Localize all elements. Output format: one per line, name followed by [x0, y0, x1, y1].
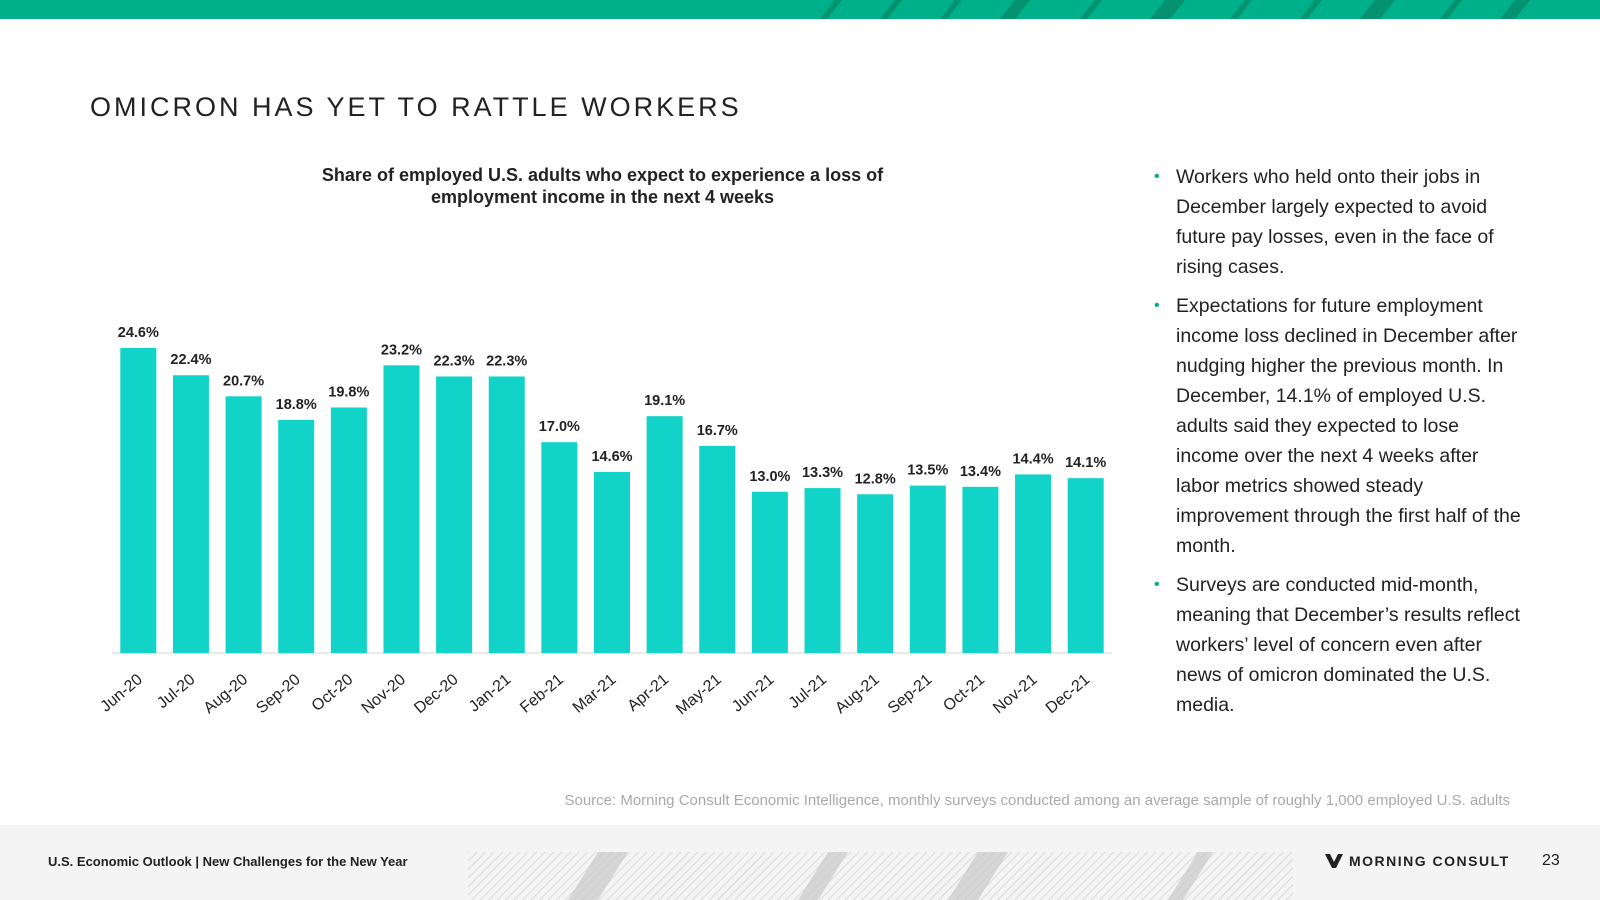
data-label-oct-20: 19.8%: [328, 384, 369, 400]
x-tick-mar-21: Mar-21: [570, 671, 620, 717]
data-label-jul-21: 13.3%: [802, 465, 843, 481]
data-label-aug-20: 20.7%: [223, 373, 264, 389]
bar-sep-21: [909, 485, 946, 653]
bar-oct-21: [962, 486, 999, 653]
x-tick-jan-21: Jan-21: [466, 671, 514, 716]
data-label-feb-21: 17.0%: [539, 419, 580, 435]
x-tick-oct-21: Oct-21: [940, 671, 988, 715]
bullet-list: Workers who held onto their jobs in Dece…: [1154, 162, 1521, 729]
bar-oct-20: [330, 407, 367, 653]
data-label-may-21: 16.7%: [697, 423, 738, 439]
bar-mar-21: [594, 471, 630, 653]
bar-dec-20: [436, 376, 473, 653]
data-label-aug-21: 12.8%: [855, 471, 896, 487]
bar-jun-20: [120, 347, 157, 653]
bar-chart: 24.6% Jun-20 22.4% Jul-20 20.7% Aug-20 18.8% Se…: [97, 325, 1112, 718]
footer: U.S. Economic Outlook | New Challenges f…: [0, 825, 1600, 900]
bar-may-21: [699, 445, 736, 653]
data-label-mar-21: 14.6%: [591, 449, 632, 465]
data-label-dec-20: 22.3%: [434, 353, 475, 369]
chart-title: Share of employed U.S. adults who expect…: [321, 165, 884, 207]
data-label-oct-21: 13.4%: [960, 464, 1001, 480]
data-label-nov-21: 14.4%: [1012, 451, 1053, 467]
bullet-item: Workers who held onto their jobs in Dece…: [1154, 162, 1521, 282]
morning-consult-logo-icon: [1325, 854, 1343, 868]
x-tick-nov-20: Nov-20: [359, 671, 410, 717]
x-tick-may-21: May-21: [673, 671, 725, 718]
bar-jun-21: [751, 491, 788, 653]
data-label-sep-20: 18.8%: [276, 397, 317, 413]
footer-pattern: [468, 852, 1293, 900]
page-number: 23: [1542, 852, 1560, 869]
bar-nov-21: [1015, 474, 1052, 653]
x-tick-oct-20: Oct-20: [309, 671, 357, 715]
brand-name: MORNING CONSULT: [1349, 853, 1510, 869]
x-tick-aug-20: Aug-20: [201, 671, 252, 717]
x-tick-dec-21: Dec-21: [1043, 671, 1094, 717]
x-tick-jun-20: Jun-20: [97, 671, 145, 716]
data-label-jan-21: 22.3%: [486, 353, 527, 369]
bar-sep-20: [278, 419, 315, 653]
x-tick-apr-21: Apr-21: [624, 671, 672, 715]
top-accent-band: [0, 0, 1600, 19]
source-note: Source: Morning Consult Economic Intelli…: [564, 792, 1510, 809]
page-title: OMICRON HAS YET TO RATTLE WORKERS: [90, 92, 742, 122]
x-tick-nov-21: Nov-21: [990, 671, 1041, 717]
x-tick-dec-20: Dec-20: [411, 671, 462, 717]
x-tick-jul-20: Jul-20: [154, 671, 198, 712]
data-label-jun-20: 24.6%: [118, 325, 159, 341]
footer-title: U.S. Economic Outlook | New Challenges f…: [48, 854, 408, 869]
data-label-apr-21: 19.1%: [644, 393, 685, 409]
bar-dec-21: [1067, 478, 1104, 653]
x-tick-jun-21: Jun-21: [729, 671, 777, 716]
bullet-item: Expectations for future employment incom…: [1154, 291, 1521, 561]
x-tick-sep-21: Sep-21: [885, 671, 936, 717]
data-label-dec-21: 14.1%: [1065, 455, 1106, 471]
bar-apr-21: [646, 416, 683, 653]
bar-feb-21: [541, 442, 578, 653]
bar-jan-21: [488, 376, 525, 653]
bar-aug-20: [225, 396, 262, 653]
x-tick-jul-21: Jul-21: [786, 671, 830, 712]
bullet-item: Surveys are conducted mid-month, meaning…: [1154, 570, 1521, 720]
data-label-jul-20: 22.4%: [170, 352, 211, 368]
bar-jul-20: [172, 375, 209, 653]
data-label-sep-21: 13.5%: [907, 463, 948, 479]
x-tick-sep-20: Sep-20: [253, 671, 304, 717]
data-label-nov-20: 23.2%: [381, 342, 422, 358]
bar-aug-21: [857, 494, 894, 653]
brand-logo: MORNING CONSULT: [1325, 853, 1510, 869]
x-tick-aug-21: Aug-21: [832, 671, 883, 717]
data-label-jun-21: 13.0%: [749, 469, 790, 485]
bar-jul-21: [804, 488, 841, 653]
x-tick-feb-21: Feb-21: [517, 671, 567, 717]
bar-nov-20: [383, 365, 420, 653]
